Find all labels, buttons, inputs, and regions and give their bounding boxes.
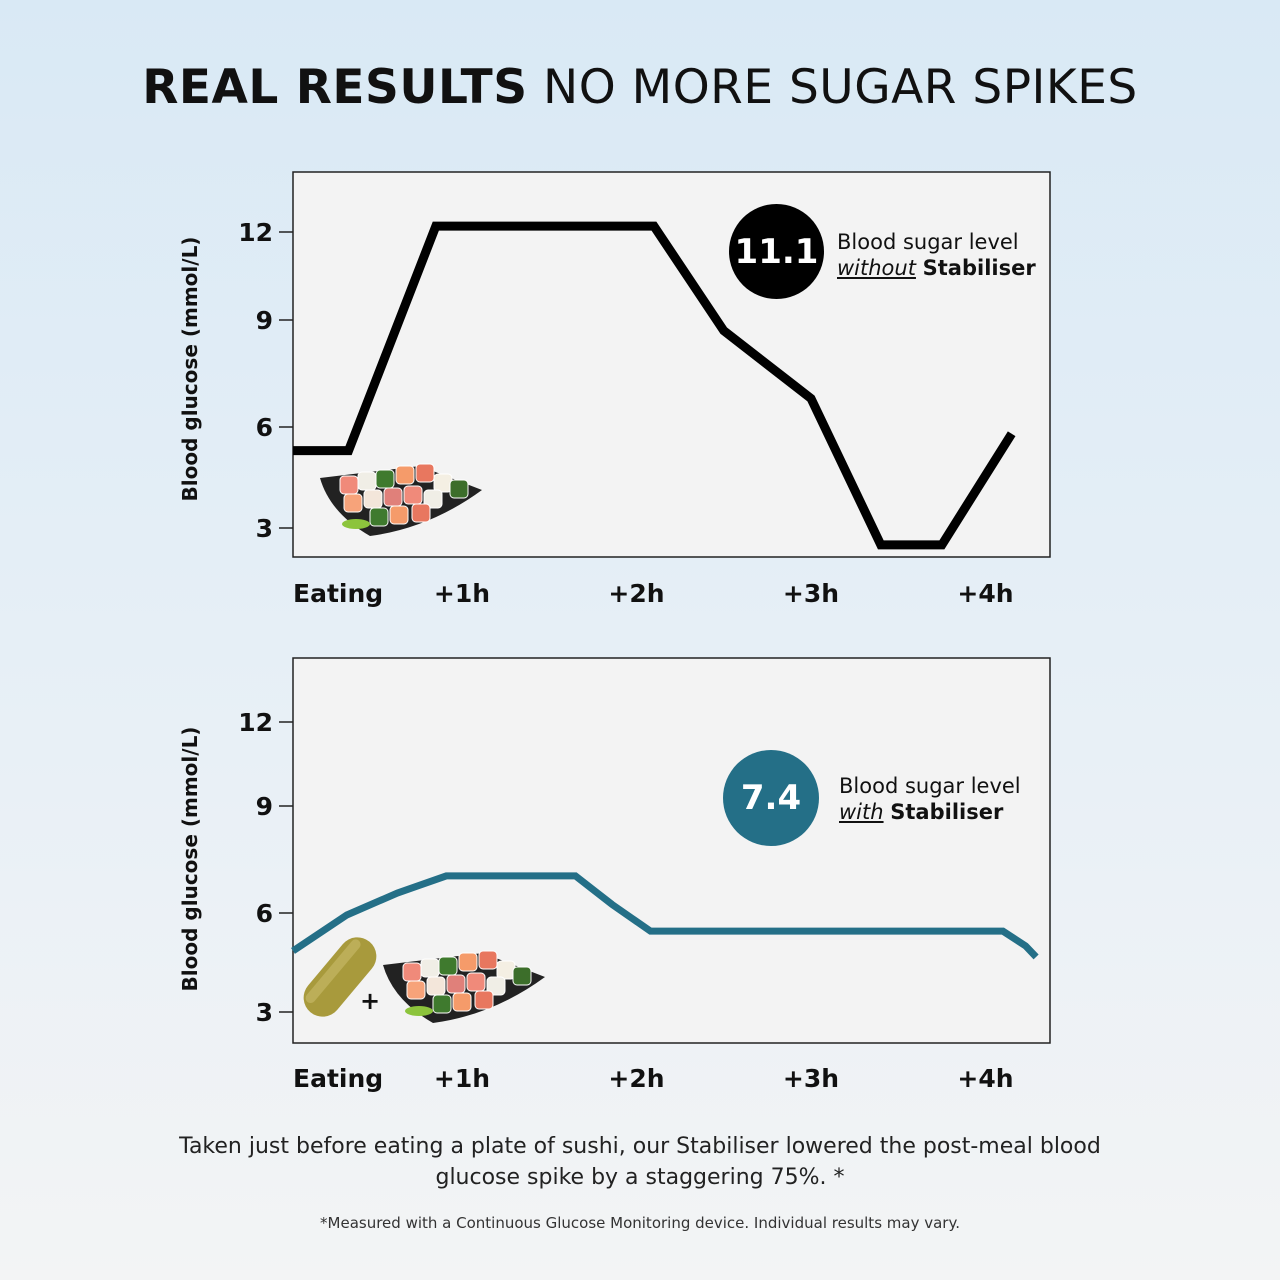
title-light: NO MORE SUGAR SPIKES xyxy=(543,60,1138,115)
legend-rest: Stabiliser xyxy=(890,800,1004,824)
legend-emph: with xyxy=(839,800,884,824)
title-bold: REAL RESULTS xyxy=(142,60,528,115)
x-tick-label: Eating xyxy=(293,579,383,608)
badge-with: 7.4 xyxy=(723,750,819,846)
footnote: *Measured with a Continuous Glucose Moni… xyxy=(320,1214,960,1232)
caption: Taken just before eating a plate of sush… xyxy=(179,1134,1101,1190)
y-axis-label-bottom: Blood glucose (mmol/L) xyxy=(178,726,202,992)
legend-line1: Blood sugar level xyxy=(839,774,1021,798)
x-tick-label: +3h xyxy=(783,579,839,608)
y-tick-label: 3 xyxy=(256,998,273,1027)
x-tick-label: +1h xyxy=(434,1064,490,1093)
y-tick-label: 9 xyxy=(256,792,273,821)
y-tick-label: 9 xyxy=(256,306,273,335)
capsule-icon xyxy=(303,937,377,1017)
x-tick-label: +4h xyxy=(957,579,1013,608)
y-axis-label-top: Blood glucose (mmol/L) xyxy=(178,236,202,502)
legend-emph: without xyxy=(837,256,916,280)
legend-line1: Blood sugar level xyxy=(837,230,1019,254)
y-tick-label: 6 xyxy=(256,413,273,442)
x-tick-label: +4h xyxy=(957,1064,1013,1093)
series-line xyxy=(291,872,1039,960)
legend-without: Blood sugar level without Stabiliser xyxy=(837,229,1036,281)
sushi-plate-icon xyxy=(320,463,482,536)
legend-rest: Stabiliser xyxy=(922,256,1036,280)
y-tick-label: 12 xyxy=(238,218,273,247)
chart-with: 12 9 6 3 Eating +1h +2h +3h +4h + xyxy=(238,657,1051,1093)
x-tick-label: Eating xyxy=(293,1064,383,1093)
sushi-plate-icon xyxy=(383,950,545,1023)
legend-with: Blood sugar level with Stabiliser xyxy=(839,773,1021,825)
x-tick-label: +3h xyxy=(783,1064,839,1093)
x-tick-label: +2h xyxy=(608,579,664,608)
y-tick-label: 3 xyxy=(256,514,273,543)
plus-sign: + xyxy=(360,987,380,1015)
x-tick-label: +2h xyxy=(608,1064,664,1093)
y-tick-label: 12 xyxy=(238,708,273,737)
page-title: REAL RESULTS NO MORE SUGAR SPIKES xyxy=(0,60,1280,115)
badge-without: 11.1 xyxy=(729,204,824,299)
chart-without: 12 9 6 3 Eating +1h +2h +3h +4h xyxy=(238,171,1051,608)
y-tick-label: 6 xyxy=(256,899,273,928)
x-tick-label: +1h xyxy=(434,579,490,608)
